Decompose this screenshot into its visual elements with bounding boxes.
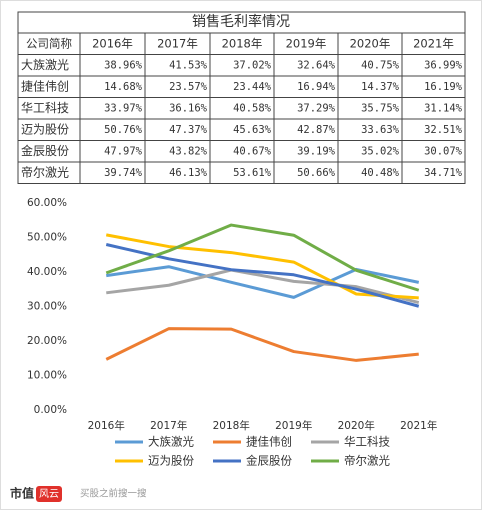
table-cell: 40.67% bbox=[233, 145, 272, 157]
table-cell: 32.51% bbox=[424, 124, 463, 136]
footer-slogan: 买股之前搜一搜 bbox=[80, 488, 147, 500]
table-cell: 50.66% bbox=[297, 167, 336, 179]
table-cell: 46.13% bbox=[169, 167, 208, 179]
footer-logo: 风云 bbox=[39, 488, 59, 500]
table-header: 2019年 bbox=[286, 36, 327, 50]
series-line bbox=[105, 223, 420, 292]
row-label: 帝尔激光 bbox=[21, 164, 69, 179]
x-tick-label: 2020年 bbox=[338, 419, 375, 432]
y-tick-label: 60.00% bbox=[27, 197, 67, 209]
table-header: 2017年 bbox=[157, 36, 198, 50]
table-header: 2021年 bbox=[413, 36, 454, 50]
table-cell: 41.53% bbox=[169, 59, 208, 71]
x-tick-label: 2019年 bbox=[275, 419, 312, 432]
x-tick-label: 2016年 bbox=[88, 419, 125, 432]
y-tick-label: 10.00% bbox=[27, 370, 67, 382]
table-cell: 36.16% bbox=[169, 102, 208, 114]
table-cell: 40.48% bbox=[361, 167, 400, 179]
y-tick-label: 40.00% bbox=[27, 266, 67, 278]
table-cell: 42.87% bbox=[297, 124, 336, 136]
row-label: 大族激光 bbox=[21, 58, 69, 72]
table-cell: 40.58% bbox=[233, 102, 272, 114]
series-line bbox=[105, 233, 419, 300]
row-label: 迈为股份 bbox=[21, 122, 69, 136]
table-cell: 40.75% bbox=[361, 59, 400, 71]
table-cell: 16.19% bbox=[424, 81, 463, 93]
y-tick-label: 0.00% bbox=[34, 404, 67, 416]
legend-label: 帝尔激光 bbox=[344, 454, 390, 468]
table-cell: 39.74% bbox=[104, 167, 143, 179]
row-label: 金辰股份 bbox=[21, 143, 69, 158]
x-tick-label: 2017年 bbox=[150, 419, 187, 432]
table-header: 公司简称 bbox=[26, 36, 72, 50]
table-cell: 35.75% bbox=[361, 102, 400, 114]
table-cell: 50.76% bbox=[104, 124, 143, 136]
legend-label: 捷佳伟创 bbox=[246, 435, 292, 449]
series-line bbox=[106, 265, 420, 299]
series-line bbox=[106, 268, 420, 305]
row-label: 华工科技 bbox=[21, 101, 69, 115]
row-label: 捷佳伟创 bbox=[21, 79, 69, 93]
table-header: 2018年 bbox=[222, 36, 263, 50]
table-cell: 16.94% bbox=[297, 81, 336, 93]
table-cell: 30.07% bbox=[424, 145, 463, 157]
table-cell: 32.64% bbox=[297, 59, 336, 71]
table-cell: 45.63% bbox=[233, 124, 272, 136]
table-cell: 33.97% bbox=[104, 102, 143, 114]
x-tick-label: 2018年 bbox=[213, 419, 250, 432]
table-cell: 43.82% bbox=[169, 145, 208, 157]
y-tick-label: 50.00% bbox=[27, 232, 67, 244]
table-cell: 33.63% bbox=[361, 124, 400, 136]
footer-brand: 市值 bbox=[10, 486, 34, 501]
y-tick-label: 20.00% bbox=[27, 335, 67, 347]
legend-label: 大族激光 bbox=[148, 435, 194, 449]
y-tick-label: 30.00% bbox=[27, 301, 67, 313]
series-line bbox=[105, 327, 419, 362]
footer-logo-box bbox=[36, 486, 62, 502]
table-title: 销售毛利率情况 bbox=[192, 13, 290, 30]
table-header: 2020年 bbox=[350, 36, 391, 50]
table-cell: 37.29% bbox=[297, 102, 336, 114]
series-line bbox=[105, 243, 420, 308]
x-tick-label: 2021年 bbox=[400, 419, 437, 432]
legend-label: 华工科技 bbox=[344, 435, 390, 449]
table-cell: 36.99% bbox=[424, 59, 463, 71]
table-cell: 47.97% bbox=[104, 145, 143, 157]
table-cell: 39.19% bbox=[297, 145, 336, 157]
table-cell: 31.14% bbox=[424, 102, 463, 114]
table-cell: 14.68% bbox=[104, 81, 143, 93]
table-cell: 23.44% bbox=[233, 81, 272, 93]
table-cell: 37.02% bbox=[233, 59, 272, 71]
table-cell: 35.02% bbox=[361, 145, 400, 157]
table-cell: 47.37% bbox=[169, 124, 208, 136]
table-cell: 53.61% bbox=[233, 167, 272, 179]
legend-label: 金辰股份 bbox=[246, 454, 292, 468]
table-cell: 23.57% bbox=[169, 81, 208, 93]
table-cell: 34.71% bbox=[424, 167, 463, 179]
table-cell: 38.96% bbox=[104, 59, 143, 71]
legend-label: 迈为股份 bbox=[148, 454, 194, 468]
table-cell: 14.37% bbox=[361, 81, 400, 93]
table-header: 2016年 bbox=[92, 36, 133, 50]
